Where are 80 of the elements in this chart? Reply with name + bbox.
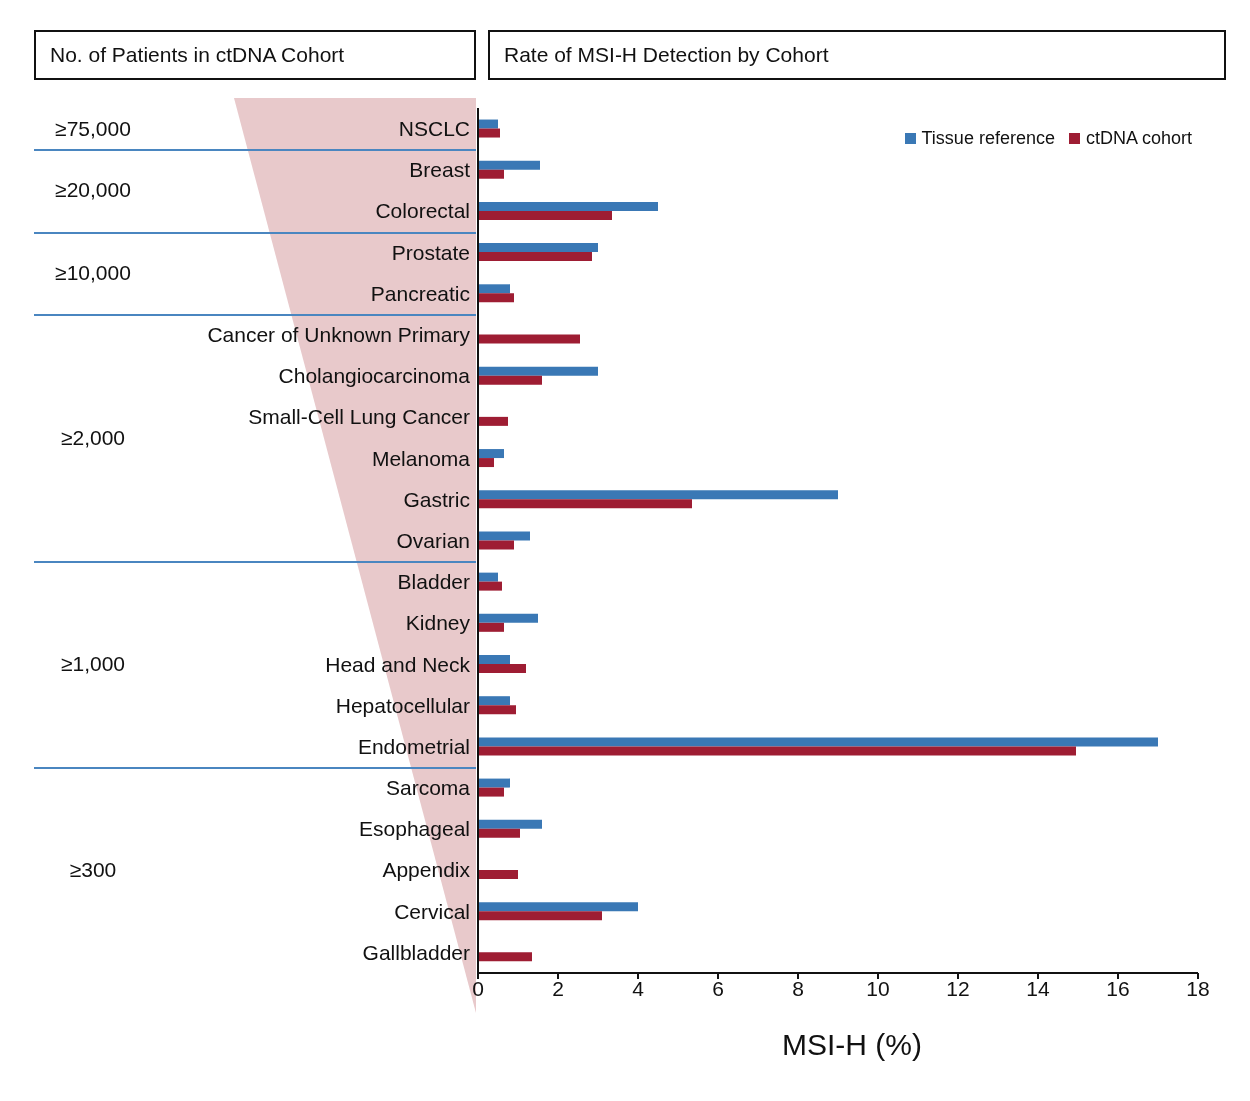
y-tick-label: Appendix — [382, 858, 471, 882]
bar — [478, 416, 508, 426]
text: No. of Patients in ctDNA Cohort — [34, 30, 476, 80]
x-tick-label: 10 — [866, 976, 890, 1000]
y-tick-label: Kidney — [405, 611, 471, 635]
text: ≥2,000 — [59, 425, 127, 450]
bar — [478, 375, 542, 385]
bar — [478, 252, 592, 262]
bar — [478, 869, 518, 879]
bar — [478, 531, 530, 541]
y-tick-label: Breast — [409, 158, 471, 182]
bar — [478, 902, 638, 912]
bar — [478, 490, 838, 500]
bar — [478, 334, 580, 344]
legend-label: Tissue reference — [921, 128, 1055, 149]
text: ≥300 — [68, 858, 118, 883]
y-tick-label: Cancer of Unknown Primary — [207, 323, 471, 346]
bar — [478, 746, 1076, 756]
text: ≥1,000 — [59, 652, 127, 677]
y-tick-label: Esophageal — [359, 817, 470, 841]
y-tick-label: Cholangiocarcinoma — [278, 364, 471, 388]
y-tick-label: Ovarian — [396, 528, 470, 552]
x-tick-label: 0 — [472, 976, 484, 1000]
bar — [478, 243, 598, 253]
text: ≥10,000 — [54, 260, 132, 285]
y-tick-label: Colorectal — [375, 199, 470, 223]
y-tick-label: Head and Neck — [325, 652, 471, 676]
bar — [478, 366, 598, 376]
text: ≥75,000 — [54, 116, 132, 141]
y-tick-label: Small-Cell Lung Cancer — [248, 405, 470, 429]
bar — [478, 293, 514, 303]
bar — [478, 622, 504, 632]
y-tick-label: Bladder — [397, 570, 470, 594]
y-tick-label: NSCLC — [398, 117, 470, 141]
y-tick-label: Cervical — [394, 899, 470, 923]
bar — [478, 952, 532, 962]
chart-title: Rate of MSI-H Detection by Cohort — [488, 30, 1226, 80]
bar — [478, 705, 516, 715]
x-tick-label: 6 — [712, 976, 724, 1000]
bar — [478, 201, 658, 211]
x-tick-label: 14 — [1026, 976, 1050, 1000]
y-tick-label: Gallbladder — [362, 940, 470, 964]
x-tick-label: 16 — [1106, 976, 1130, 1000]
y-tick-label: Gastric — [403, 487, 470, 511]
y-tick-label: Prostate — [391, 240, 470, 264]
bar — [478, 458, 494, 468]
y-tick-label: Endometrial — [357, 734, 470, 758]
y-tick-label: Hepatocellular — [335, 693, 470, 717]
bar — [478, 664, 526, 674]
bar — [478, 828, 520, 838]
bar — [478, 119, 498, 129]
bar — [478, 613, 538, 623]
bar — [478, 284, 510, 294]
bar — [478, 737, 1158, 747]
bar — [478, 655, 510, 665]
y-tick-label: Melanoma — [371, 446, 471, 470]
text: ≥20,000 — [54, 178, 132, 203]
x-tick-label: 18 — [1186, 976, 1210, 1000]
bar — [478, 210, 612, 220]
x-tick-label: 2 — [552, 976, 564, 1000]
legend-label: ctDNA cohort — [1085, 128, 1192, 149]
bar — [478, 911, 602, 921]
y-tick-label: Pancreatic — [370, 281, 470, 305]
x-tick-label: 8 — [792, 976, 804, 1000]
x-tick-label: 4 — [632, 976, 645, 1000]
bar — [478, 540, 514, 550]
bar — [478, 819, 542, 829]
bar — [478, 128, 500, 138]
bar — [478, 787, 504, 797]
bar — [478, 572, 498, 582]
bar — [478, 449, 504, 459]
bar — [478, 778, 510, 788]
y-tick-label: Sarcoma — [385, 776, 471, 800]
bar — [478, 581, 502, 591]
x-tick-label: 12 — [946, 976, 970, 1000]
bar — [478, 169, 504, 179]
x-axis-title: MSI-H (%) — [781, 1028, 923, 1062]
bar — [478, 499, 692, 509]
bar — [478, 696, 510, 706]
bar — [478, 160, 540, 170]
